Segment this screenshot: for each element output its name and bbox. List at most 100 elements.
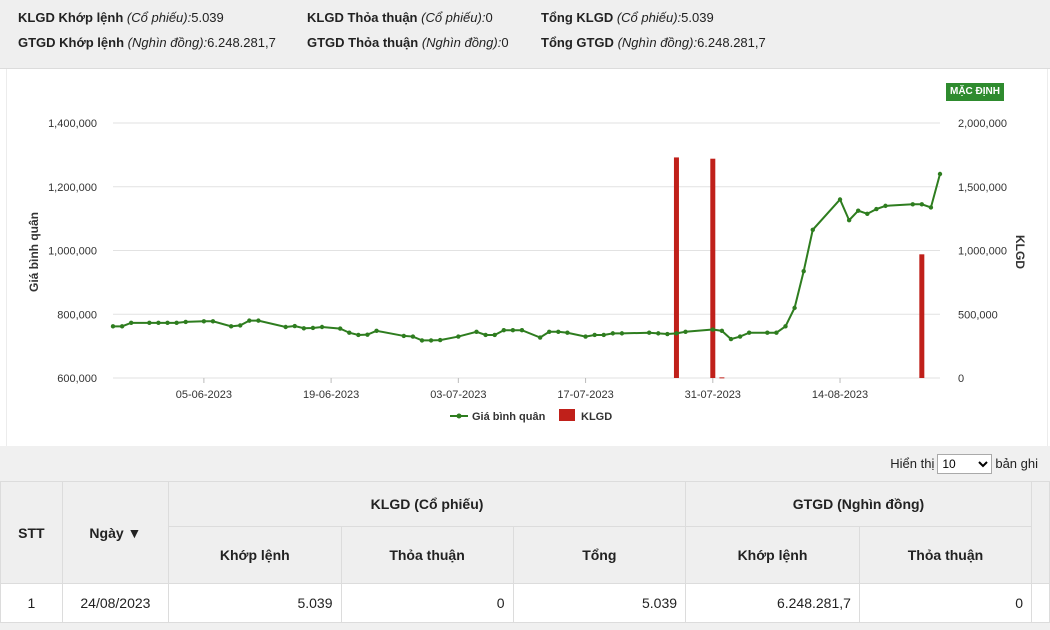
price-point[interactable] — [556, 329, 561, 334]
price-point[interactable] — [656, 331, 661, 336]
price-point[interactable] — [356, 332, 361, 338]
price-point[interactable] — [601, 332, 606, 338]
table-row: 1 24/08/2023 5.039 0 5.039 6.248.281,7 0 — [0, 583, 1050, 623]
price-point[interactable] — [728, 336, 734, 342]
price-point[interactable] — [401, 333, 407, 339]
price-point[interactable] — [319, 324, 325, 330]
volume-bar[interactable] — [919, 254, 925, 378]
price-point[interactable] — [165, 320, 170, 326]
cell-gtgd-match: 6.248.281,7 — [685, 583, 860, 623]
price-point[interactable] — [474, 329, 479, 334]
summary-unit: (Nghìn đồng): — [127, 35, 208, 50]
price-point[interactable] — [183, 319, 188, 325]
price-point[interactable] — [865, 211, 870, 217]
price-point[interactable] — [565, 330, 570, 335]
volume-bar[interactable] — [719, 377, 725, 379]
summary-value: 6.248.281,7 — [207, 35, 276, 50]
price-point[interactable] — [228, 324, 234, 329]
price-point[interactable] — [674, 331, 679, 336]
price-point[interactable] — [428, 338, 434, 343]
y2-tick-label: 1,500,000 — [958, 182, 1007, 194]
price-point[interactable] — [619, 331, 625, 336]
price-point[interactable] — [238, 323, 243, 328]
price-point[interactable] — [156, 320, 161, 326]
price-point[interactable] — [646, 330, 652, 335]
price-point[interactable] — [774, 330, 779, 335]
price-point[interactable] — [765, 330, 770, 335]
price-point[interactable] — [719, 328, 725, 334]
price-point[interactable] — [746, 330, 752, 335]
price-point[interactable] — [337, 326, 343, 331]
price-point[interactable] — [483, 332, 488, 338]
price-point[interactable] — [737, 334, 743, 339]
price-point[interactable] — [519, 327, 525, 333]
price-point[interactable] — [292, 323, 297, 329]
price-point[interactable] — [492, 332, 497, 338]
price-point[interactable] — [510, 327, 516, 333]
trading-history-table: STT Ngày ▼ KLGD (Cổ phiếu) GTGD (Nghìn đ… — [0, 481, 1050, 623]
summary-klgd-total: Tổng KLGD (Cổ phiếu):5.039 — [541, 10, 714, 25]
price-point[interactable] — [910, 202, 915, 207]
price-point[interactable] — [365, 332, 370, 337]
price-point[interactable] — [210, 319, 216, 324]
price-point[interactable] — [247, 318, 252, 323]
price-point[interactable] — [846, 218, 852, 223]
price-point[interactable] — [937, 171, 943, 177]
x-tick-label: 05-06-2023 — [176, 389, 232, 401]
y-tick-label: 1,400,000 — [48, 118, 97, 130]
legend[interactable]: Giá bình quân KLGD — [450, 409, 612, 423]
y-tick-label: 1,000,000 — [48, 246, 97, 258]
price-point[interactable] — [610, 331, 616, 336]
price-point[interactable] — [665, 331, 670, 337]
price-point[interactable] — [110, 324, 116, 329]
price-point[interactable] — [928, 205, 934, 210]
summary-gtgd-deal: GTGD Thỏa thuận (Nghìn đồng):0 — [307, 35, 509, 50]
price-point[interactable] — [856, 208, 861, 213]
price-point[interactable] — [919, 202, 925, 207]
price-point[interactable] — [374, 328, 379, 334]
price-point[interactable] — [347, 330, 352, 335]
price-volume-chart: 600,000 800,000 1,000,000 1,200,000 1,400,00… — [27, 118, 1027, 423]
price-point[interactable] — [810, 227, 815, 232]
price-point[interactable] — [119, 324, 125, 329]
price-point[interactable] — [201, 319, 207, 324]
price-line — [110, 171, 943, 343]
col-date-sort[interactable]: Ngày ▼ — [61, 481, 170, 584]
price-point[interactable] — [310, 325, 316, 331]
price-point[interactable] — [537, 335, 543, 340]
price-point[interactable] — [710, 327, 716, 332]
cell-klgd-total: 5.039 — [512, 583, 687, 623]
volume-bar[interactable] — [710, 158, 716, 378]
price-point[interactable] — [419, 338, 425, 343]
page-size-select[interactable]: 10 — [937, 454, 993, 474]
price-point[interactable] — [783, 324, 788, 329]
price-point[interactable] — [547, 329, 552, 334]
summary-gtgd-total: Tổng GTGD (Nghìn đồng):6.248.281,7 — [541, 35, 766, 50]
summary-klgd-match: KLGD Khớp lệnh (Cổ phiếu):5.039 — [18, 10, 224, 25]
volume-bar[interactable] — [673, 157, 679, 378]
default-view-button[interactable]: MẶC ĐỊNH — [946, 83, 1004, 101]
price-point[interactable] — [128, 320, 134, 326]
price-point[interactable] — [256, 318, 261, 323]
price-point[interactable] — [583, 334, 588, 339]
price-point[interactable] — [501, 327, 506, 333]
y2-tick-label: 0 — [958, 373, 964, 385]
price-point[interactable] — [874, 206, 879, 212]
price-point[interactable] — [801, 269, 806, 274]
price-point[interactable] — [837, 197, 843, 202]
y2-tick-label: 1,000,000 — [958, 246, 1007, 258]
price-point[interactable] — [147, 320, 152, 326]
price-point[interactable] — [410, 334, 416, 339]
price-point[interactable] — [437, 337, 443, 343]
cell-klgd-deal: 0 — [340, 583, 514, 623]
col-klgd-deal: Thỏa thuận — [340, 526, 514, 584]
price-point[interactable] — [174, 320, 179, 326]
price-point[interactable] — [592, 332, 597, 338]
price-point[interactable] — [456, 334, 461, 339]
price-point[interactable] — [792, 305, 797, 311]
price-point[interactable] — [301, 326, 307, 331]
price-point[interactable] — [883, 203, 888, 209]
price-point[interactable] — [683, 329, 688, 334]
price-point[interactable] — [283, 324, 288, 330]
cell-stt: 1 — [0, 583, 63, 623]
